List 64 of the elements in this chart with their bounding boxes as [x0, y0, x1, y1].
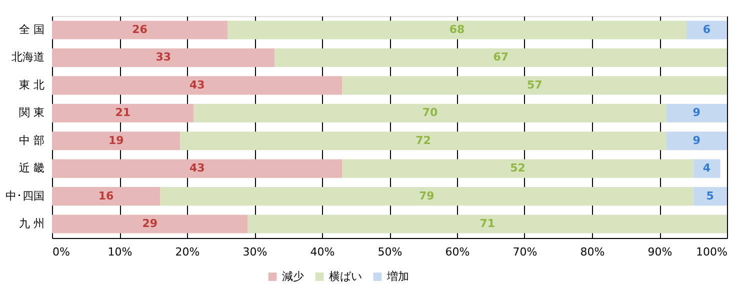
x-tick-label: 20%: [175, 246, 200, 258]
y-tick-label: 九 州: [19, 217, 44, 230]
x-tick-label: 60%: [445, 246, 470, 258]
data-label: 72: [416, 134, 431, 147]
data-label: 19: [108, 134, 124, 147]
bar: [52, 187, 160, 206]
y-tick-label: 北海道: [12, 50, 44, 64]
data-label: 43: [189, 78, 205, 92]
data-label: 68: [449, 22, 465, 36]
data-label: 79: [418, 189, 434, 202]
x-tick-label: 100%: [696, 246, 728, 258]
bar: [52, 159, 342, 178]
data-label: 4: [702, 162, 711, 175]
x-tick-label: 90%: [648, 246, 672, 258]
bar: [342, 76, 727, 95]
x-tick-label: 50%: [378, 246, 402, 258]
data-label: 29: [142, 217, 158, 230]
data-label: 57: [526, 78, 542, 92]
bar: [52, 214, 248, 234]
bar: [52, 20, 228, 40]
bar: [274, 48, 727, 67]
y-tick-label: 中･四国: [6, 189, 44, 202]
legend-label: 増加: [386, 270, 409, 283]
data-label: 6: [702, 22, 711, 36]
data-label: 9: [692, 106, 700, 120]
data-label: 70: [422, 106, 438, 120]
data-label: 5: [706, 189, 714, 202]
legend-label: 減少: [282, 270, 304, 283]
bar: [180, 132, 666, 150]
legend-label: 横ばい: [329, 270, 362, 283]
y-tick-label: 中 部: [19, 134, 44, 147]
x-tick-label: 70%: [512, 246, 538, 258]
x-tick-label: 30%: [242, 246, 268, 258]
data-label: 52: [510, 162, 526, 175]
bar: [160, 187, 694, 206]
bar: [52, 76, 342, 95]
y-tick-label: 関 東: [19, 106, 44, 120]
data-label: 67: [493, 50, 509, 64]
bar: [693, 159, 720, 178]
bar: [228, 20, 686, 40]
data-label: 9: [692, 134, 700, 147]
data-label: 26: [132, 22, 148, 36]
bar: [666, 104, 727, 122]
bar: [52, 104, 194, 122]
x-tick-label: 0%: [52, 246, 70, 258]
bar: [194, 104, 666, 122]
x-tick-label: 10%: [108, 246, 132, 258]
data-label: 16: [98, 189, 114, 202]
bar: [686, 20, 727, 40]
bar: [693, 187, 727, 206]
y-tick-label: 全 国: [19, 22, 44, 36]
data-label: 43: [189, 162, 205, 175]
y-tick-label: 近 畿: [19, 162, 44, 175]
x-tick-label: 80%: [580, 246, 605, 258]
bar: [52, 132, 180, 150]
bar: [248, 214, 727, 234]
x-tick-label: 40%: [310, 246, 335, 258]
data-label: 33: [156, 50, 172, 64]
y-tick-label: 東 北: [19, 78, 44, 92]
bar: [342, 159, 694, 178]
bar: [666, 132, 727, 150]
bar: [52, 48, 275, 67]
data-label: 21: [115, 106, 131, 120]
data-label: 71: [480, 217, 496, 230]
